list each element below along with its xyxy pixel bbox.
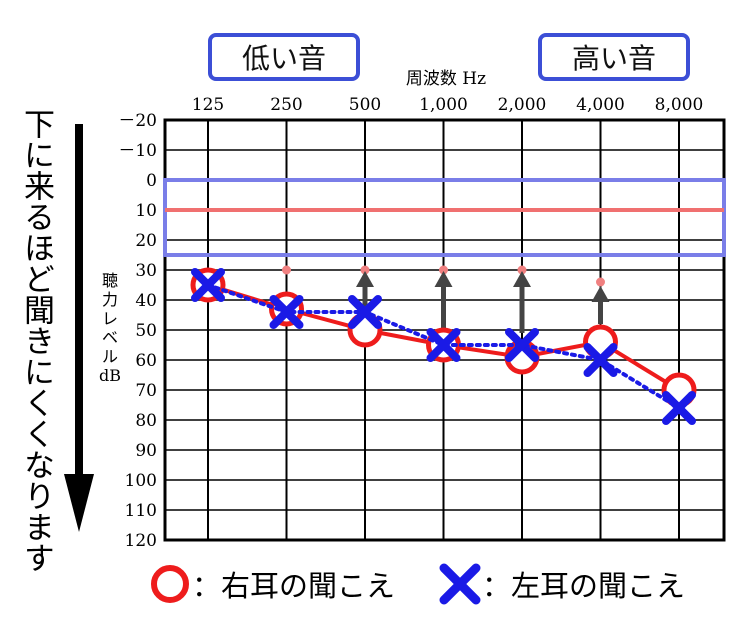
low-sound-label: 低い音 xyxy=(208,33,360,81)
y-tick-label: 110 xyxy=(125,501,157,521)
cross-marker-icon xyxy=(439,563,481,605)
legend-left-label: ：左耳の聞こえ xyxy=(482,569,686,603)
y-tick-label: 30 xyxy=(135,261,157,281)
down-arrow xyxy=(64,124,94,532)
target-dot xyxy=(360,265,370,275)
y-tick-label: 0 xyxy=(146,171,157,191)
y-tick-label: 60 xyxy=(135,351,157,371)
y-tick-label: 40 xyxy=(135,291,157,311)
target-dot xyxy=(596,277,605,287)
improvement-arrowhead xyxy=(356,271,374,287)
circle-marker-icon xyxy=(151,565,189,603)
improvement-marks xyxy=(282,265,610,333)
y-tick-label: －10 xyxy=(118,141,157,161)
left-ear-point-stroke xyxy=(191,268,225,302)
side-instruction-text: 下に来るほど聞きにくくなります xyxy=(18,108,54,573)
y-tick-label: 100 xyxy=(125,471,157,491)
y-tick-label: 120 xyxy=(125,531,157,551)
left-ear-point xyxy=(348,295,382,329)
x-tick-label: 500 xyxy=(349,95,381,115)
legend-left: ：左耳の聞こえ xyxy=(438,562,685,606)
left-ear-point-stroke xyxy=(505,328,539,362)
y-axis-label-part: レ xyxy=(102,309,118,328)
left-ear-point xyxy=(505,328,539,362)
series-layer xyxy=(190,267,697,425)
left-ear-point xyxy=(583,343,618,377)
x-tick-label: 125 xyxy=(192,95,224,115)
x-axis-title: 周波数 Hz xyxy=(406,69,486,89)
y-tick-label: 90 xyxy=(135,441,157,461)
left-ear-point-stroke xyxy=(348,295,382,329)
normal-range-band xyxy=(163,178,726,257)
target-dot xyxy=(517,265,527,275)
y-tick-label: 10 xyxy=(135,201,157,221)
x-tick-label: 4,000 xyxy=(576,95,625,115)
left-ear-point xyxy=(191,268,225,302)
left-ear-point-stroke xyxy=(583,343,618,377)
legend-right: ：右耳の聞こえ xyxy=(148,562,395,606)
y-tick-label: 70 xyxy=(135,381,157,401)
target-dot xyxy=(439,265,448,275)
x-tick-label: 8,000 xyxy=(655,95,704,115)
x-tick-label: 250 xyxy=(270,95,302,115)
y-tick-label: 50 xyxy=(135,321,157,341)
y-axis-label-part: ベ xyxy=(102,328,118,347)
left-ear-point xyxy=(426,328,461,362)
left-ear-point-stroke xyxy=(426,328,461,362)
normal-range-rect xyxy=(163,178,726,257)
left-ear-point xyxy=(269,295,304,329)
left-ear-point xyxy=(662,391,696,425)
high-sound-label: 高い音 xyxy=(538,33,690,81)
y-tick-label: 20 xyxy=(135,231,157,251)
y-axis-label-part: dB xyxy=(99,366,121,385)
y-tick-label: －20 xyxy=(118,111,157,131)
y-tick-label: 80 xyxy=(135,411,157,431)
improvement-arrowhead xyxy=(434,271,453,287)
y-axis-label-part: 力 xyxy=(102,290,118,309)
y-axis-label-part: 聴 xyxy=(102,271,118,290)
improvement-arrowhead xyxy=(513,271,531,287)
y-axis-label-part: ル xyxy=(102,347,118,366)
x-tick-label: 2,000 xyxy=(498,95,547,115)
legend-right-label: ：右耳の聞こえ xyxy=(192,569,396,603)
tick-labels: 125 250 500 1,000 2,000 4,000 8,000 －20 －10 0 10 20… xyxy=(118,95,703,551)
left-ear-point-stroke xyxy=(269,295,304,329)
left-ear-point-stroke xyxy=(662,391,696,425)
improvement-arrowhead xyxy=(591,286,610,302)
target-dot xyxy=(282,265,291,275)
x-tick-label: 1,000 xyxy=(419,95,468,115)
